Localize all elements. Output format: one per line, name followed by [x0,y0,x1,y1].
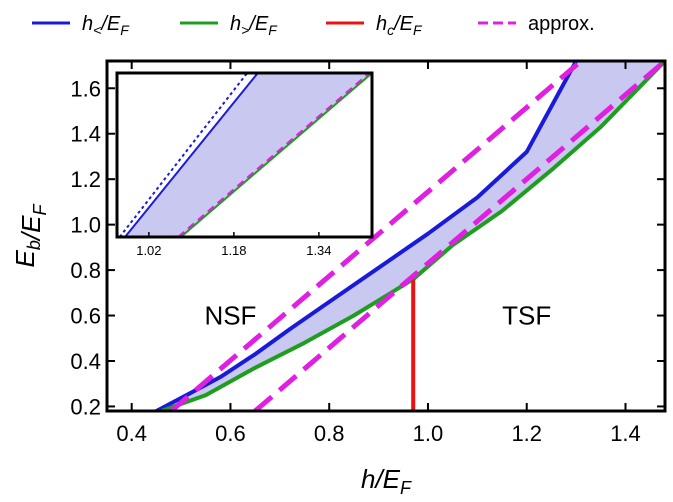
y-tick-label: 1.4 [70,122,101,147]
x-tick-label: 1.4 [610,421,641,446]
y-tick-label: 0.2 [70,394,101,419]
inset-series-h_lt [124,73,259,237]
axis-labels: h/EF Eb/EF [10,204,412,498]
inset-frame [115,71,374,239]
series-approx_upper [169,61,583,411]
plot-area [155,61,665,411]
x-tick-label: 0.8 [314,421,345,446]
inset-series-approx_upper [118,73,248,237]
inset-x-tick-label: 1.02 [136,243,161,258]
legend-label-approx: approx. [528,13,595,35]
y-tick-label: 1.2 [70,167,101,192]
plot-frame [105,59,667,413]
x-axis-label: h/EF [361,464,412,498]
inset-series-h_gt [180,73,372,237]
x-tick-label: 1.2 [511,421,542,446]
legend: h</EF h>/EF hc/EF approx. [32,13,595,38]
legend-label-h_gt: h>/EF [230,13,278,38]
legend-label-h_c: hc/EF [376,13,423,38]
inset-x-tick-label: 1.18 [221,243,246,258]
y-tick-label: 0.4 [70,349,101,374]
inset-shaded-region [125,73,372,237]
series-h_lt [155,61,578,411]
inset-x-tick-label: 1.34 [306,243,331,258]
region-label-nsf: NSF [204,301,256,331]
main-plot: 0.4 0.6 0.8 1.0 1.2 1.4 0.2 0.4 0.6 0.8 1.0 1.2 1.4 1… [70,59,667,446]
inset-area [118,73,372,237]
y-tick-label: 1.0 [70,213,101,238]
inset-series-approx_lower [177,73,370,237]
x-tick-label: 0.4 [116,421,147,446]
series-approx_lower [253,61,665,411]
legend-label-h_lt: h</EF [82,13,130,38]
region-label-tsf: TSF [502,301,551,331]
y-tick-label: 1.6 [70,76,101,101]
y-tick-label: 0.6 [70,304,101,329]
x-tick-label: 0.6 [215,421,246,446]
y-axis-label: Eb/EF [10,204,50,268]
x-tick-label: 1.0 [413,421,444,446]
y-tick-label: 0.8 [70,258,101,283]
inset-plot: 1.02 1.18 1.34 [115,71,374,258]
shaded-region [156,61,665,411]
